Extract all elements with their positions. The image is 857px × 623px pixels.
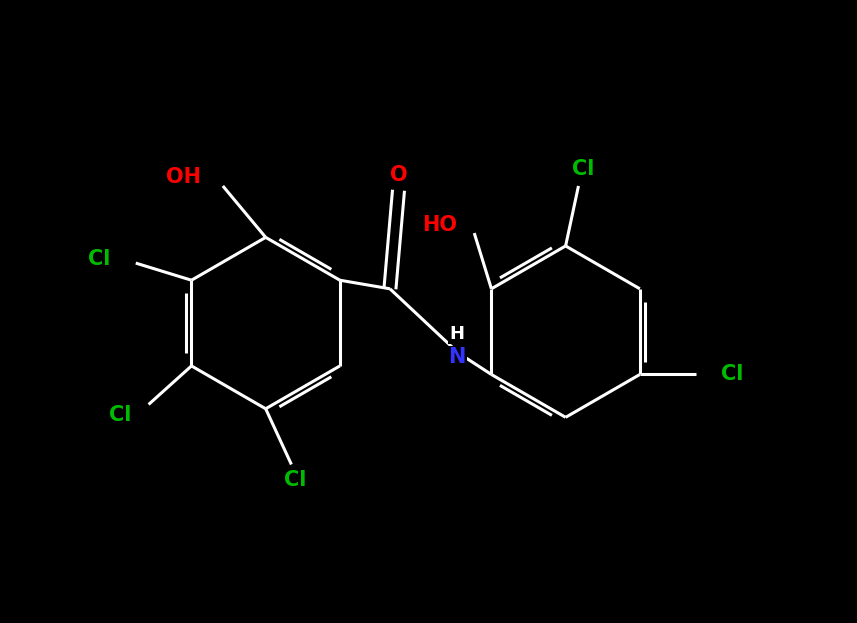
Text: OH: OH bbox=[166, 168, 201, 188]
Text: Cl: Cl bbox=[572, 159, 594, 179]
Text: O: O bbox=[390, 165, 407, 185]
Text: H: H bbox=[449, 325, 464, 343]
Text: N: N bbox=[448, 348, 465, 368]
Text: Cl: Cl bbox=[87, 249, 110, 269]
Text: Cl: Cl bbox=[722, 364, 744, 384]
Text: HO: HO bbox=[423, 214, 457, 234]
Text: Cl: Cl bbox=[109, 405, 131, 425]
Text: Cl: Cl bbox=[285, 470, 307, 490]
